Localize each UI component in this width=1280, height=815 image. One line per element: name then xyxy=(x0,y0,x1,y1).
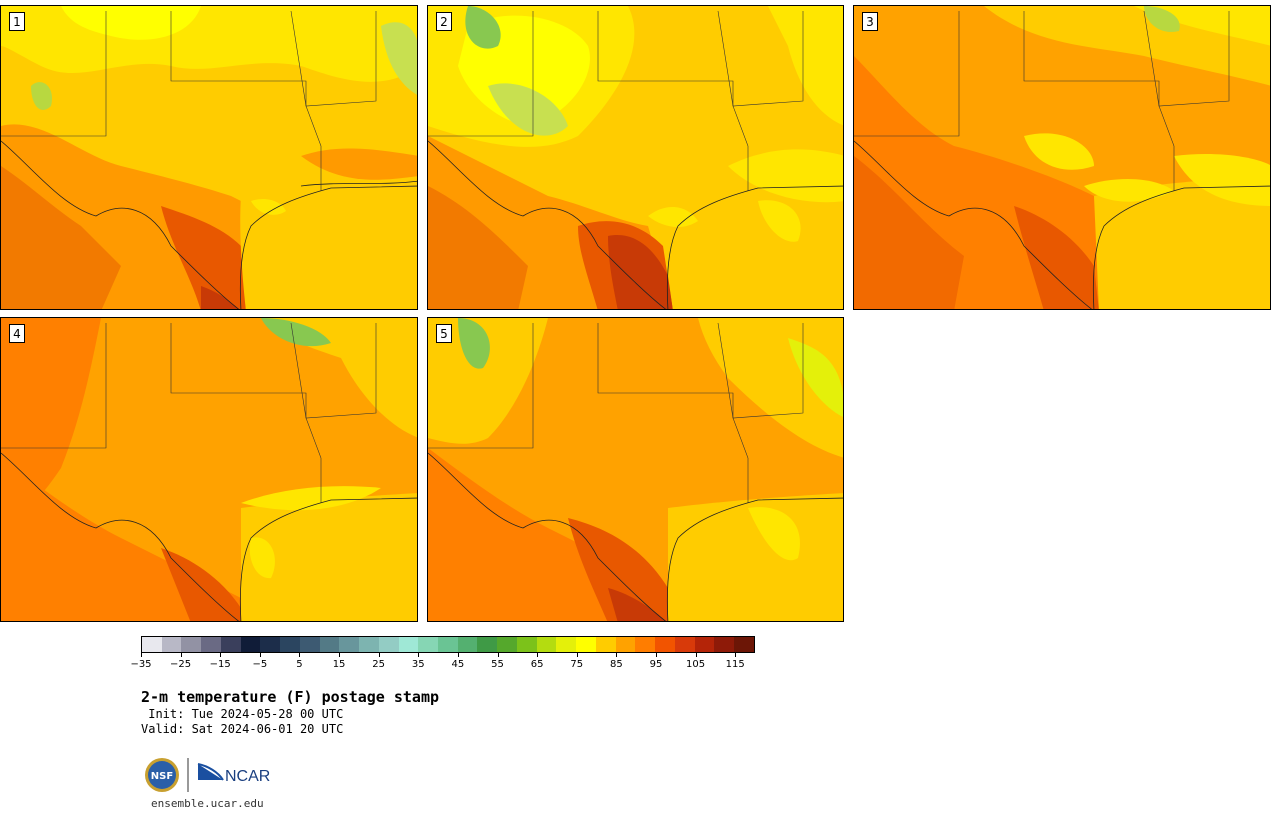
colorbar-tick xyxy=(339,653,341,657)
colorbar-tick-label: 65 xyxy=(530,659,544,670)
colorbar-segment xyxy=(655,637,675,652)
temperature-map-4 xyxy=(1,318,417,621)
ncar-logo-text: NCAR xyxy=(225,768,270,785)
temperature-map-5 xyxy=(428,318,843,621)
colorbar-segment xyxy=(635,637,656,652)
ensemble-member-map-5: 5 xyxy=(427,317,844,622)
colorbar-tick-label: 35 xyxy=(411,659,425,670)
colorbar-tick-label: −35 xyxy=(130,659,152,670)
colorbar-tick-label: 95 xyxy=(649,659,663,670)
colorbar-tick-label: −25 xyxy=(170,659,192,670)
colorbar-tick xyxy=(616,653,618,657)
colorbar-tick-label: −5 xyxy=(252,659,268,670)
colorbar-segment xyxy=(260,637,281,652)
colorbar-segment xyxy=(615,637,636,652)
colorbar-segment xyxy=(240,637,261,652)
temperature-map-3 xyxy=(854,6,1270,309)
panel-number: 4 xyxy=(9,324,25,343)
colorbar-segment xyxy=(398,637,419,652)
colorbar-tick-label: 85 xyxy=(609,659,623,670)
colorbar-tick xyxy=(537,653,539,657)
colorbar-tick-label: 5 xyxy=(296,659,303,670)
colorbar-tick-label: 55 xyxy=(491,659,504,670)
colorbar-segment xyxy=(497,637,517,652)
ensemble-member-map-3: 3 xyxy=(853,5,1271,310)
colorbar-segment xyxy=(142,637,162,652)
colorbar-segment xyxy=(734,637,754,652)
nsf-ncar-logo: NSF NCAR xyxy=(145,758,270,792)
colorbar-tick-label: −15 xyxy=(209,659,231,670)
colorbar-tick xyxy=(299,653,301,657)
init-time: Init: Tue 2024-05-28 00 UTC xyxy=(141,707,344,721)
temperature-map-2 xyxy=(428,6,843,309)
colorbar-segment xyxy=(457,637,478,652)
colorbar-segment xyxy=(220,637,241,652)
colorbar-segment xyxy=(694,637,715,652)
valid-time: Valid: Sat 2024-06-01 20 UTC xyxy=(141,722,344,736)
colorbar-segment xyxy=(359,637,379,652)
panel-number: 3 xyxy=(862,12,878,31)
colorbar-segment xyxy=(319,637,340,652)
panel-number: 1 xyxy=(9,12,25,31)
ensemble-member-map-4: 4 xyxy=(0,317,418,622)
panel-number: 2 xyxy=(436,12,452,31)
nsf-logo-icon: NSF xyxy=(145,758,179,792)
colorbar-tick xyxy=(141,653,142,657)
colorbar-segment xyxy=(418,637,439,652)
colorbar-tick xyxy=(655,653,657,657)
colorbar-tick xyxy=(259,653,261,657)
colorbar-tick-label: 45 xyxy=(451,659,465,670)
colorbar-tick xyxy=(497,653,499,657)
colorbar-tick xyxy=(576,653,578,657)
colorbar-tick xyxy=(695,653,697,657)
nsf-logo-text: NSF xyxy=(151,771,173,782)
colorbar-tick-label: 25 xyxy=(372,659,386,670)
colorbar-segment xyxy=(556,637,577,652)
plot-title: 2-m temperature (F) postage stamp xyxy=(141,688,440,706)
colorbar-segment xyxy=(576,637,596,652)
ensemble-member-map-2: 2 xyxy=(427,5,844,310)
ncar-logo-icon: NCAR xyxy=(197,763,270,785)
logos: NSF NCAR xyxy=(143,756,283,796)
colorbar-segment xyxy=(181,637,202,652)
colorbar-ticks: −35 −25 −15 −5 5 15 25 35 45 55 65 75 85 95 105 115 xyxy=(130,653,755,673)
panel-number: 5 xyxy=(436,324,452,343)
colorbar-segment xyxy=(674,637,695,652)
ensemble-member-map-1: 1 xyxy=(0,5,418,310)
colorbar-segment xyxy=(595,637,616,652)
colorbar-segment xyxy=(161,637,182,652)
colorbar-tick-label: 105 xyxy=(686,659,706,670)
colorbar-segment xyxy=(339,637,360,652)
colorbar-tick xyxy=(735,653,737,657)
colorbar-segment xyxy=(299,637,320,652)
colorbar-segment xyxy=(714,637,735,652)
colorbar-segment xyxy=(536,637,557,652)
colorbar-segment xyxy=(516,637,537,652)
colorbar-segment xyxy=(280,637,300,652)
colorbar-segment xyxy=(378,637,399,652)
colorbar-segment xyxy=(477,637,498,652)
colorbar-tick-label: 75 xyxy=(570,659,584,670)
temperature-colorbar xyxy=(141,636,755,653)
colorbar-tick xyxy=(457,653,459,657)
colorbar-tick xyxy=(418,653,420,657)
colorbar-tick xyxy=(378,653,380,657)
colorbar-tick xyxy=(220,653,222,657)
colorbar-tick-label: 115 xyxy=(725,659,745,670)
site-url: ensemble.ucar.edu xyxy=(151,797,264,810)
colorbar-segment xyxy=(201,637,221,652)
colorbar-tick xyxy=(180,653,182,657)
colorbar-segment xyxy=(438,637,458,652)
temperature-map-1 xyxy=(1,6,417,309)
colorbar-tick-label: 15 xyxy=(332,659,346,670)
